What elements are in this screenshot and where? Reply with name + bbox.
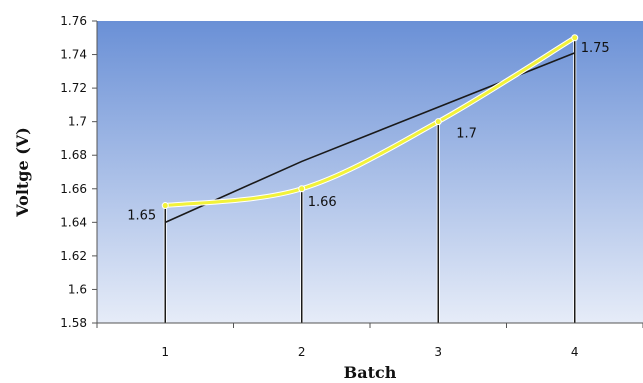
data-point	[298, 185, 306, 193]
data-point	[434, 118, 442, 126]
x-tick-label: 2	[298, 345, 306, 359]
data-point	[571, 34, 579, 42]
data-label: 1.65	[127, 209, 156, 224]
y-tick-label: 1.6	[68, 282, 87, 296]
data-label: 1.75	[581, 41, 610, 56]
y-axis-title: Voltge (V)	[13, 127, 32, 218]
y-tick-label: 1.74	[60, 48, 87, 62]
x-tick-label: 4	[571, 345, 579, 359]
plot-area	[97, 21, 643, 323]
data-label: 1.66	[308, 195, 337, 210]
x-tick-label: 3	[434, 345, 442, 359]
y-tick-label: 1.7	[68, 115, 87, 129]
series-line	[163, 36, 577, 208]
data-point	[161, 202, 169, 210]
x-tick-label: 1	[161, 345, 169, 359]
y-tick-label: 1.64	[60, 215, 87, 229]
y-tick-label: 1.62	[60, 249, 87, 263]
x-axis-title: Batch	[344, 363, 397, 382]
y-tick-label: 1.66	[60, 182, 87, 196]
y-tick-label: 1.58	[60, 316, 87, 330]
y-tick-label: 1.72	[60, 81, 87, 95]
data-label: 1.7	[456, 127, 477, 142]
y-tick-label: 1.76	[60, 14, 87, 28]
y-tick-label: 1.68	[60, 148, 87, 162]
